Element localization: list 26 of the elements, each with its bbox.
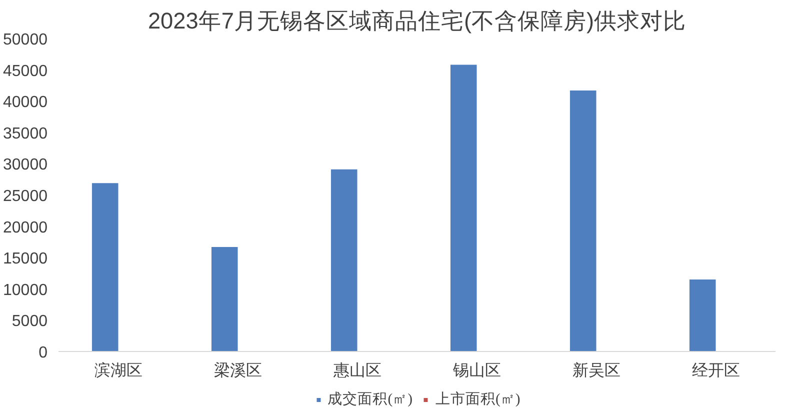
y-tick-label: 35000 [3,125,48,142]
x-tick-label: 新吴区 [572,362,620,380]
x-tick-label: 滨湖区 [94,362,142,380]
bar [450,64,477,352]
y-tick-label: 0 [38,344,48,362]
y-tick-label: 20000 [3,219,48,236]
y-tick-label: 25000 [3,188,48,205]
legend-label: 上市面积(㎡) [436,390,520,408]
legend-label: 成交面积(㎡) [328,390,412,408]
x-tick-label: 梁溪区 [214,362,262,380]
bar [689,280,716,352]
bar [92,183,118,352]
chart-title: 2023年7月无锡各区域商品住宅(不含保障房)供求对比 [148,8,686,34]
y-tick-label: 30000 [3,156,48,174]
y-tick-label: 5000 [12,313,48,330]
bar [211,246,238,352]
y-tick-label: 50000 [3,32,48,48]
x-tick-label: 经开区 [692,362,740,380]
y-tick-label: 45000 [3,62,48,80]
bar [570,90,596,352]
x-tick-label: 锡山区 [452,362,501,380]
x-tick-label: 惠山区 [332,362,382,380]
y-tick-label: 10000 [3,282,48,299]
y-tick-label: 15000 [3,250,48,268]
bar [330,169,358,352]
y-tick-label: 40000 [3,94,48,112]
